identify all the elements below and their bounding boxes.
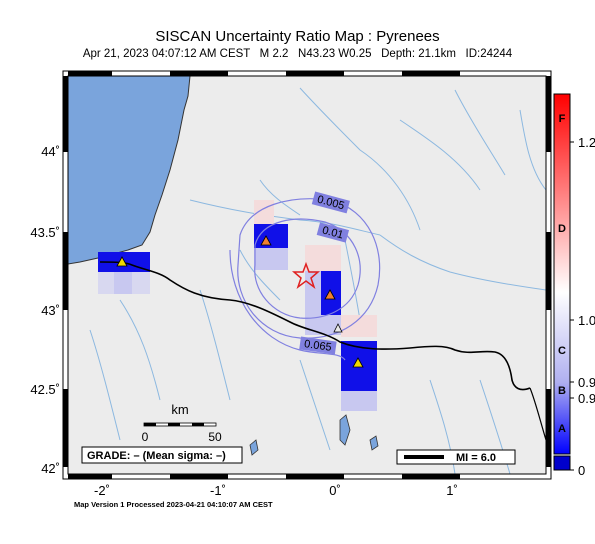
grade-text: GRADE: – (Mean sigma: –) (87, 450, 226, 462)
stations (116, 235, 364, 368)
station-triangle-icon[interactable] (324, 289, 336, 300)
contour-label: 0.01 (321, 224, 345, 241)
scale-unit: km (171, 402, 188, 417)
colorbar (553, 93, 571, 455)
map-version-footer: Map Version 1 Processed 2023-04-21 04:10… (74, 500, 273, 509)
colorbar-value: 0.9 (578, 375, 595, 390)
colorbar-value: 1.0 (578, 313, 595, 328)
colorbar-value: 0.9 (578, 391, 595, 406)
map-frame (62, 70, 552, 480)
station-triangle-icon[interactable] (352, 357, 364, 368)
station-triangle-icon[interactable] (333, 323, 343, 333)
grade-letter-d: D (558, 223, 566, 235)
y-tick-label: 43.5˚ (30, 225, 60, 240)
grade-letter-f: F (559, 113, 566, 125)
rivers (89, 87, 546, 474)
country-border (99, 261, 531, 391)
colorbar-nodata (553, 455, 571, 471)
epicenter-star-icon[interactable] (291, 261, 321, 290)
y-tick-label: 43˚ (41, 303, 60, 318)
grade-letter-c: C (558, 345, 566, 357)
contour-lines (229, 198, 381, 361)
colorbar-value: 1.2 (578, 135, 595, 150)
scale-start: 0 (142, 430, 149, 444)
lake (249, 439, 259, 456)
station-triangle-icon[interactable] (260, 235, 272, 246)
contour-label: 0.065 (303, 338, 332, 354)
station-triangle-icon[interactable] (116, 256, 128, 267)
y-tick-label: 42˚ (41, 461, 60, 476)
lake (369, 435, 379, 451)
mi-legend-line (404, 455, 444, 459)
scale-end: 50 (208, 430, 222, 444)
colorbar-letters: F D C B A (558, 113, 566, 435)
event-subtitle: Apr 21, 2023 04:07:12 AM CEST M 2.2 N43.… (82, 48, 513, 60)
y-tick-label: 44˚ (41, 144, 60, 159)
x-tick-label: 1˚ (446, 483, 458, 498)
x-tick-label: -2˚ (94, 483, 110, 498)
grade-letter-a: A (558, 423, 566, 435)
mi-legend-label: MI = 6.0 (456, 452, 496, 464)
colorbar-value: 0 (578, 463, 585, 478)
lake (339, 414, 351, 446)
y-tick-label: 42.5˚ (30, 382, 60, 397)
mi-legend-box (396, 449, 516, 465)
sea-area (68, 76, 191, 265)
map-title: SISCAN Uncertainty Ratio Map : Pyrenees (155, 28, 440, 45)
x-tick-label: 0˚ (329, 483, 341, 498)
scale-bar: km 0 50 (142, 402, 222, 444)
grade-letter-b: B (558, 385, 566, 397)
colorbar-ticks (570, 141, 574, 471)
grade-box (81, 446, 243, 464)
coastline (529, 387, 546, 441)
x-tick-label: -1˚ (210, 483, 226, 498)
